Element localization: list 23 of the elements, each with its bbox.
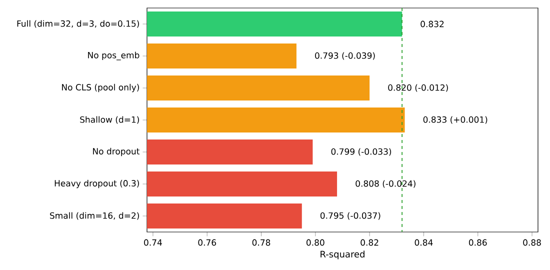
data-label: 0.808 (-0.024): [356, 180, 416, 188]
x-tick-label: 0.82: [360, 239, 378, 246]
y-tick-label: Shallow (d=1): [80, 116, 139, 124]
y-tick-label: No CLS (pool only): [62, 84, 139, 92]
y-tick-label: No dropout: [93, 148, 140, 156]
data-label: 0.833 (+0.001): [423, 116, 488, 124]
y-tick-label: Small (dim=16, d=2): [50, 212, 139, 220]
y-tick-label: Heavy dropout (0.3): [54, 180, 139, 188]
x-tick-label: 0.74: [144, 239, 162, 246]
data-label: 0.799 (-0.033): [331, 148, 392, 156]
x-tick-label: 0.76: [198, 239, 216, 246]
x-tick-label: 0.78: [252, 239, 270, 246]
x-tick-label: 0.88: [523, 239, 541, 246]
data-label: 0.795 (-0.037): [320, 212, 380, 220]
data-label: 0.820 (-0.012): [388, 84, 448, 92]
data-label: 0.832: [420, 20, 444, 28]
y-tick-label: Full (dim=32, d=3, do=0.15): [17, 20, 139, 28]
data-label: 0.793 (-0.039): [315, 52, 375, 60]
x-tick-label: 0.84: [414, 239, 433, 246]
x-tick-label: 0.80: [306, 239, 324, 246]
y-tick-label: No pos_emb: [88, 52, 140, 60]
x-axis-title: R-squared: [320, 250, 364, 260]
x-tick-label: 0.86: [468, 239, 487, 246]
